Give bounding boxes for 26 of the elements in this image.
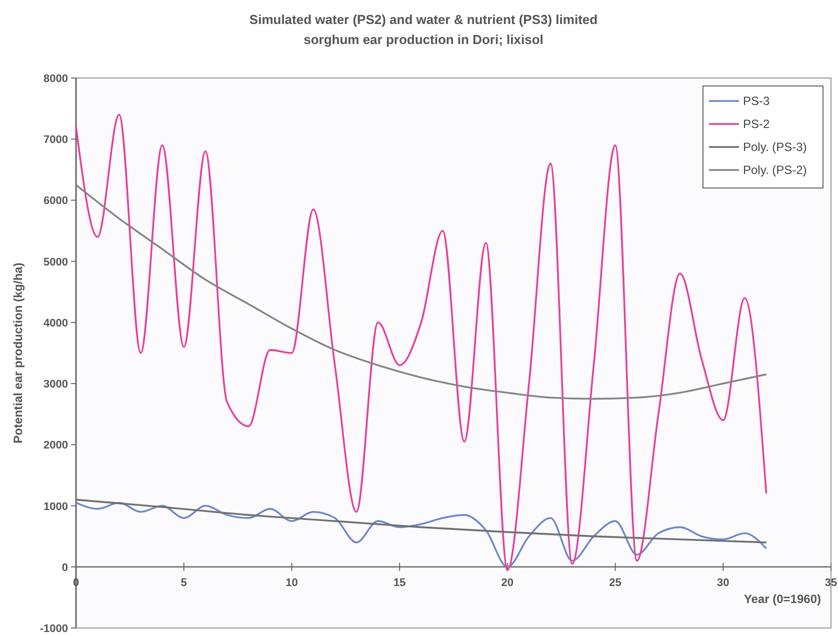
x-tick-label: 5 [180,576,187,589]
x-tick-label: 25 [609,576,622,589]
legend-label: PS-2 [743,117,770,131]
x-tick-label: 15 [393,576,406,589]
y-tick-label: 3000 [44,378,68,391]
y-tick-label: 6000 [44,195,68,208]
legend-label: Poly. (PS-2) [743,163,807,177]
line-series [75,502,768,568]
legend-label: Poly. (PS-3) [743,140,807,154]
y-tick-label: 8000 [44,73,68,85]
y-axis-title: Potential ear production (kg/ha) [11,262,25,444]
y-tick-label: 2000 [44,440,68,452]
x-tick-label: 30 [717,576,730,589]
line-series [75,184,768,400]
x-tick-label: 10 [286,576,298,589]
x-tick-label: 20 [501,576,514,589]
y-tick-label: 4000 [44,317,68,330]
line-series [75,114,768,571]
legend-label: PS-3 [743,94,770,108]
x-axis-title: Year (0=1960) [744,592,822,606]
y-tick-label: 1000 [44,500,68,513]
y-tick-label: -1000 [40,623,68,635]
y-tick-label: 5000 [44,256,68,268]
y-tick-label: 0 [62,562,68,574]
chart-title: Simulated water (PS2) and water & nutrient (PS3) limited sorghum ear production in Dori; lixisol [249,12,598,47]
y-tick-label: 7000 [44,134,68,146]
